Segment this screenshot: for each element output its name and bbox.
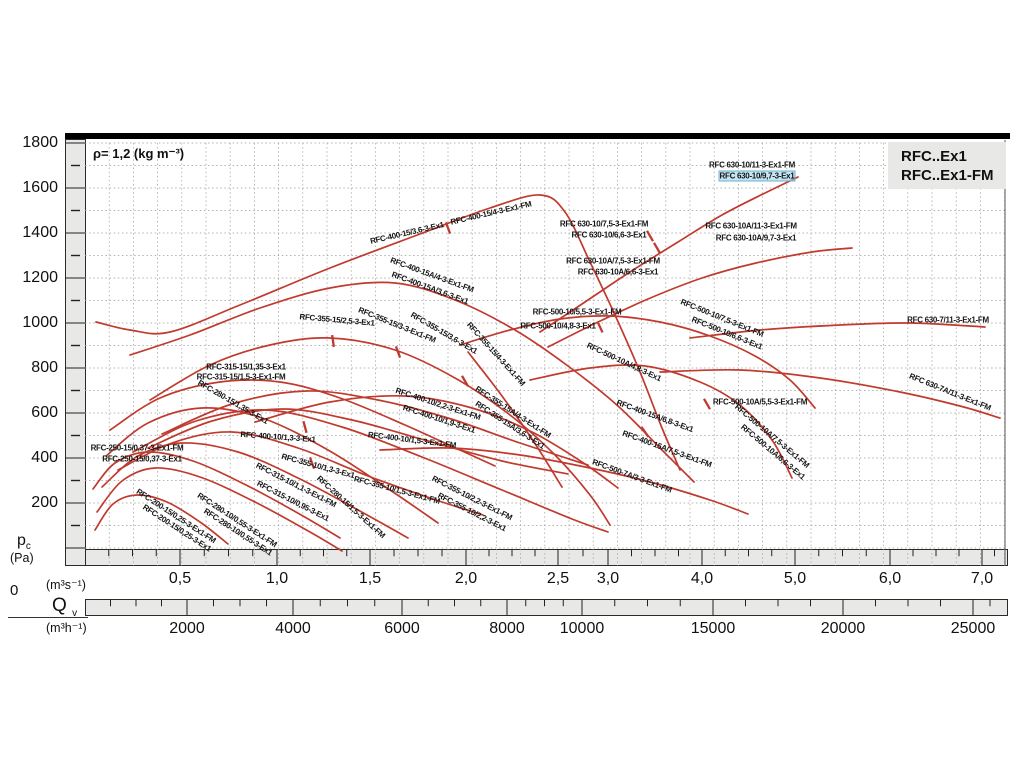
flow-quantity-underline <box>8 617 88 618</box>
curve-cutoff-tick <box>302 420 308 434</box>
flow-mh-ruler-band <box>85 599 1008 616</box>
y-tick-label: 1200 <box>22 269 58 286</box>
fan-curve <box>117 431 484 516</box>
legend-line-ex1-fm: RFC..Ex1-FM <box>901 166 994 184</box>
flow-mh-tick-label: 2000 <box>169 620 205 637</box>
y-axis-origin: 0 <box>10 582 19 599</box>
fan-curve <box>149 337 611 526</box>
fan-curve <box>539 176 799 333</box>
curve-label: RFC-500-10A/5,5-3-Ex1-FM <box>712 397 808 407</box>
y-tick-label: 1000 <box>22 314 58 331</box>
curve-label: RFC-250-15/0,37-3-Ex1 <box>102 454 182 464</box>
curve-label: RFC 630-10A/7,5-3-Ex1-FM <box>566 256 660 266</box>
fan-curve <box>254 394 619 489</box>
fan-curve <box>95 194 681 471</box>
flow-mh-tick-label: 10000 <box>559 620 605 637</box>
flow-ms-tick-label: 7,0 <box>970 570 994 587</box>
flow-mh-tick-label: 15000 <box>690 620 736 637</box>
fan-curve <box>96 467 343 552</box>
flow-ms-tick-label: 6,0 <box>878 570 902 587</box>
curve-label: RFC 630-10A/11-3-Ex1-FM <box>705 221 797 231</box>
curve-label: RFC-250-15/0,37-3-Ex1-FM <box>90 443 184 453</box>
curve-cutoff-tick <box>394 345 402 359</box>
flow-ms-tick-label: 3,0 <box>596 570 620 587</box>
air-density-label: ρ= 1,2 (kg m⁻³) <box>93 146 185 161</box>
curve-cutoff-tick <box>703 398 711 410</box>
curve-cutoff-tick <box>646 230 654 242</box>
fan-curve <box>659 368 1001 419</box>
curve-label: RFC-500-10/5,5-3-Ex1-FM <box>532 307 622 317</box>
pressure-ruler-band <box>65 139 86 566</box>
flow-mh-tick-label: 4000 <box>275 620 311 637</box>
fan-curve <box>529 364 793 479</box>
flow-ms-tick-label: 4,0 <box>690 570 714 587</box>
curve-label-selected: RFC 630-10/9,7-3-Ex1 <box>719 171 795 181</box>
flow-mh-tick-label: 25000 <box>950 620 996 637</box>
flow-ms-unit: (m³s⁻¹) <box>46 578 86 592</box>
curve-label: RFC-315-15/1,5-3-Ex1-FM <box>196 372 286 382</box>
curve-label: RFC 630-10A/6,6-3-Ex1 <box>577 267 659 277</box>
fan-curve <box>547 247 853 348</box>
y-tick-label: 400 <box>31 449 58 466</box>
fan-curve <box>94 494 229 545</box>
curve-label: RFC-500-10/4,8-3-Ex1 <box>520 321 596 331</box>
y-tick-label: 200 <box>31 494 58 511</box>
curve-cutoff-tick <box>461 375 469 387</box>
chart-top-border <box>65 133 1010 139</box>
curve-cutoff-tick <box>653 242 661 254</box>
curve-cutoff-tick <box>640 426 650 438</box>
curve-cutoff-tick <box>596 321 604 333</box>
flow-quantity: Q v <box>52 595 78 619</box>
curve-cutoff-tick <box>308 456 316 470</box>
fan-curve <box>147 408 569 475</box>
flow-ms-tick-label: 1,5 <box>358 570 382 587</box>
y-axis-unit: (Pa) <box>10 551 34 565</box>
y-tick-label: 1800 <box>22 134 58 151</box>
curve-label: RFC 630-7/11-3-Ex1-FM <box>907 315 989 325</box>
y-tick-label: 1600 <box>22 179 58 196</box>
flow-ms-tick-label: 0,5 <box>168 570 192 587</box>
fan-curve <box>161 390 589 466</box>
flow-ms-tick-label: 1,0 <box>265 570 289 587</box>
curve-label: RFC 630-10/7,5-3-Ex1-FM <box>559 219 649 229</box>
curve-cutoff-tick <box>444 221 452 235</box>
fan-curve <box>129 281 695 483</box>
curve-label: RFC-315-15/1,35-3-Ex1 <box>206 362 286 372</box>
curve-label: RFC 630-10/6,6-3-Ex1 <box>571 230 647 240</box>
fan-curve <box>101 442 409 539</box>
flow-mh-tick-label: 20000 <box>820 620 866 637</box>
fan-curve <box>105 407 439 524</box>
flow-mh-unit: (m³h⁻¹) <box>46 621 87 635</box>
fan-curve <box>379 446 749 515</box>
flow-mh-tick-label: 6000 <box>384 620 420 637</box>
flow-mh-tick-label: 8000 <box>489 620 525 637</box>
legend-line-ex1: RFC..Ex1 <box>901 147 967 165</box>
flow-ms-tick-label: 2,5 <box>546 570 570 587</box>
y-tick-label: 800 <box>31 359 58 376</box>
fan-curve <box>467 351 563 488</box>
fan-curve <box>689 322 986 339</box>
flow-ms-ruler-band <box>85 549 1008 566</box>
flow-ms-tick-label: 2,0 <box>454 570 478 587</box>
y-axis-quantity: pc <box>17 532 31 553</box>
flow-ms-tick-label: 5,0 <box>783 570 807 587</box>
y-tick-label: 1400 <box>22 224 58 241</box>
curve-label: RFC 630-10A/9,7-3-Ex1 <box>715 233 797 243</box>
fan-curve <box>132 409 609 533</box>
curve-label: RFC 630-10/11-3-Ex1-FM <box>709 160 795 170</box>
fan-curve <box>92 451 341 539</box>
y-tick-label: 600 <box>31 404 58 421</box>
curve-cutoff-tick <box>331 334 335 348</box>
legend-box: RFC..Ex1 RFC..Ex1-FM <box>888 142 1006 189</box>
